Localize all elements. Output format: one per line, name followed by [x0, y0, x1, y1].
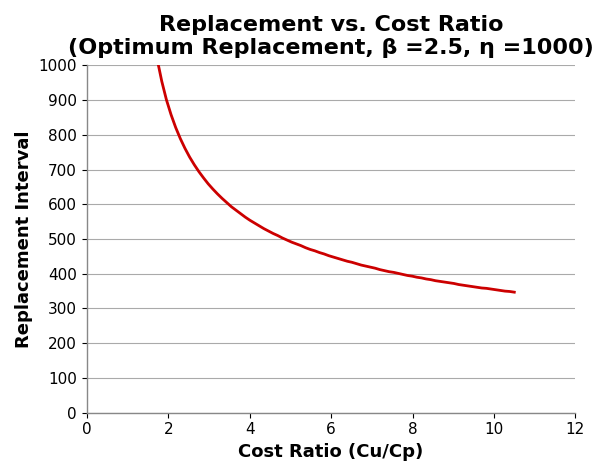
X-axis label: Cost Ratio (Cu/Cp): Cost Ratio (Cu/Cp): [238, 443, 424, 461]
Y-axis label: Replacement Interval: Replacement Interval: [15, 130, 33, 348]
Title: Replacement vs. Cost Ratio
(Optimum Replacement, β =2.5, η =1000): Replacement vs. Cost Ratio (Optimum Repl…: [68, 15, 594, 58]
